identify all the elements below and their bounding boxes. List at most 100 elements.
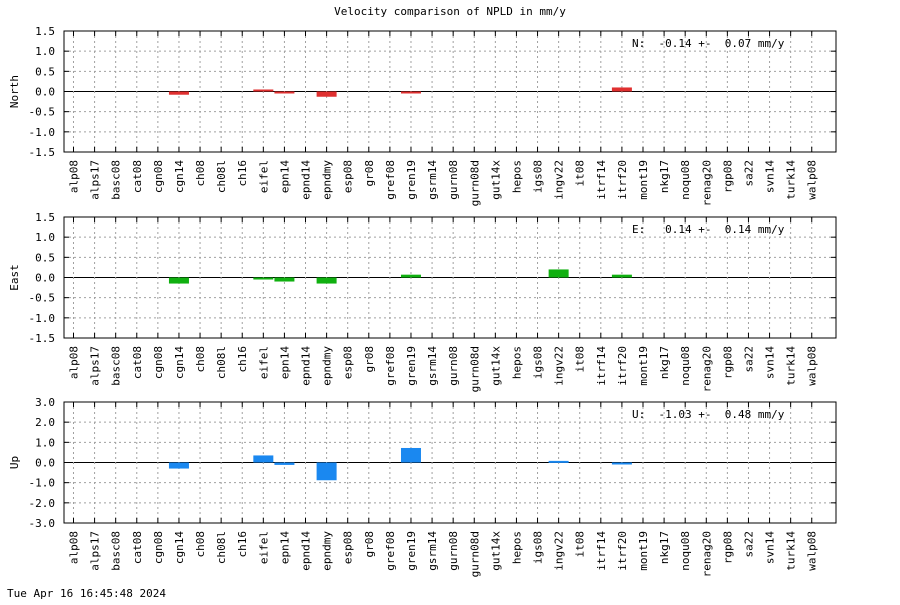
y-tick-label: 1.5 — [35, 211, 55, 224]
y-tick-label: -1.0 — [29, 312, 56, 325]
x-tick-label: gren19 — [405, 160, 418, 200]
bar-ingv22 — [548, 460, 569, 463]
x-tick-label: gref08 — [384, 346, 397, 386]
x-tick-label: gref08 — [384, 531, 397, 571]
x-tick-label: itrf20 — [616, 346, 629, 386]
x-tick-label: gr08 — [363, 346, 376, 373]
x-tick-label: eifel — [257, 531, 270, 564]
y-axis-label: Up — [8, 456, 21, 469]
bar-gren19 — [400, 274, 421, 278]
bar-epn14 — [274, 277, 295, 282]
y-tick-label: 0.5 — [35, 65, 55, 78]
bar-epn14 — [274, 462, 295, 465]
x-tick-label: alp08 — [67, 346, 80, 379]
x-tick-label: gut14x — [489, 160, 502, 200]
x-tick-label: renag20 — [700, 531, 713, 577]
x-tick-label: turk14 — [785, 531, 798, 571]
bar-cgn14 — [168, 277, 189, 284]
bar-itrf20 — [611, 274, 632, 278]
x-tick-label: cgn14 — [173, 531, 186, 564]
x-tick-label: itrf14 — [595, 346, 608, 386]
x-tick-label: gr08 — [363, 160, 376, 187]
x-tick-label: epn14 — [278, 531, 291, 564]
plot-border — [63, 401, 837, 524]
x-tick-label: renag20 — [700, 346, 713, 392]
x-tick-label: itrf20 — [616, 160, 629, 200]
y-tick-label: 3.0 — [35, 396, 55, 409]
x-tick-label: ch08l — [215, 531, 228, 564]
bar-gren19 — [400, 91, 421, 94]
y-tick-label: 1.5 — [35, 25, 55, 38]
y-tick-label: -0.5 — [29, 106, 56, 119]
x-tick-label: cgn14 — [173, 160, 186, 193]
plot-border — [63, 216, 837, 339]
x-tick-label: epn14 — [278, 346, 291, 379]
x-tick-label: noqu08 — [679, 346, 692, 386]
x-tick-label: ch08 — [194, 531, 207, 558]
x-tick-label: sa22 — [742, 346, 755, 373]
x-tick-label: rgp08 — [721, 160, 734, 193]
x-tick-label: ch16 — [236, 346, 249, 373]
x-tick-label: svn14 — [764, 160, 777, 193]
x-tick-label: gsrm14 — [426, 531, 439, 571]
x-tick-label: turk14 — [785, 160, 798, 200]
x-tick-label: walp08 — [806, 160, 819, 200]
x-tick-label: hepos — [510, 160, 523, 193]
x-tick-label: sa22 — [742, 160, 755, 187]
x-tick-label: noqu08 — [679, 531, 692, 571]
y-tick-label: -1.5 — [29, 146, 56, 159]
y-tick-label: -0.5 — [29, 292, 56, 305]
x-tick-label: epnd14 — [300, 346, 313, 386]
y-tick-label: -1.5 — [29, 332, 56, 345]
x-tick-label: ingv22 — [553, 346, 566, 386]
x-tick-label: epnd14 — [300, 160, 313, 200]
plot-border — [63, 30, 837, 153]
x-tick-label: gut14x — [489, 346, 502, 386]
x-tick-label: cat08 — [131, 346, 144, 379]
y-tick-label: 1.0 — [35, 231, 55, 244]
x-tick-label: ingv22 — [553, 531, 566, 571]
bar-cgn14 — [168, 462, 189, 469]
x-tick-label: cgn14 — [173, 346, 186, 379]
x-tick-label: esp08 — [342, 346, 355, 379]
x-tick-label: nkg17 — [658, 531, 671, 564]
bar-cgn14 — [168, 91, 189, 95]
x-tick-label: hepos — [510, 531, 523, 564]
x-tick-label: rgp08 — [721, 531, 734, 564]
x-tick-label: itrf20 — [616, 531, 629, 571]
x-tick-label: itrf14 — [595, 531, 608, 571]
x-tick-label: itrf14 — [595, 160, 608, 200]
bar-eifel — [253, 89, 274, 92]
x-tick-label: gurn08d — [468, 160, 481, 206]
panel-annotation: N: -0.14 +- 0.07 mm/y — [632, 37, 785, 50]
x-tick-label: ingv22 — [553, 160, 566, 200]
x-tick-label: gsrm14 — [426, 160, 439, 200]
x-tick-label: it08 — [574, 346, 587, 373]
x-tick-label: svn14 — [764, 346, 777, 379]
x-tick-label: epnd14 — [300, 531, 313, 571]
x-tick-label: walp08 — [806, 346, 819, 386]
x-tick-label: sa22 — [742, 531, 755, 558]
x-tick-label: epndmy — [321, 531, 334, 571]
y-tick-label: -2.0 — [29, 497, 56, 510]
x-tick-label: cat08 — [131, 531, 144, 564]
x-tick-label: mont19 — [637, 531, 650, 571]
y-axis-label: East — [8, 264, 21, 291]
bar-epndmy — [316, 277, 337, 284]
chart-title: Velocity comparison of NPLD in mm/y — [334, 5, 566, 18]
y-tick-label: -1.0 — [29, 126, 56, 139]
x-tick-label: gren19 — [405, 346, 418, 386]
x-tick-label: epn14 — [278, 160, 291, 193]
x-tick-label: nkg17 — [658, 160, 671, 193]
x-tick-label: igs08 — [532, 531, 545, 564]
y-axis-label: North — [8, 75, 21, 108]
x-tick-label: eifel — [257, 346, 270, 379]
x-tick-label: igs08 — [532, 346, 545, 379]
x-tick-label: svn14 — [764, 531, 777, 564]
x-tick-label: gsrm14 — [426, 346, 439, 386]
bar-epn14 — [274, 91, 295, 94]
x-tick-label: epndmy — [321, 346, 334, 386]
x-tick-label: it08 — [574, 531, 587, 558]
bar-ingv22 — [548, 269, 569, 278]
